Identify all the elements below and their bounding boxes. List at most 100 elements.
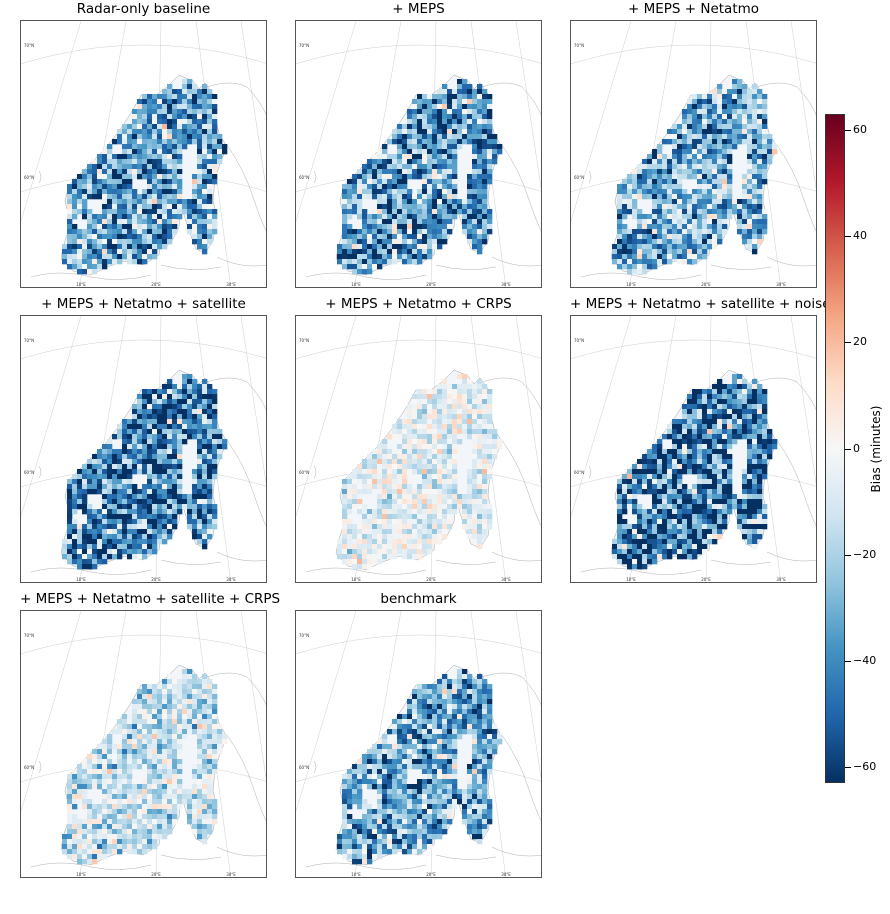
bias-cell <box>692 204 698 210</box>
bias-cell <box>737 394 743 400</box>
bias-cell <box>707 429 713 435</box>
bias-cell <box>162 519 168 525</box>
bias-cell <box>707 479 713 485</box>
bias-cell <box>97 489 103 495</box>
bias-cell <box>752 209 758 215</box>
bias-cell <box>432 534 438 540</box>
bias-cell <box>747 429 753 435</box>
bias-cell <box>117 549 123 555</box>
bias-cell <box>202 454 208 460</box>
bias-cell <box>187 374 193 380</box>
bias-cell <box>447 464 453 470</box>
bias-cell <box>112 259 118 265</box>
coastline <box>226 734 266 822</box>
bias-cell <box>162 384 168 390</box>
bias-cell <box>397 169 403 175</box>
bias-cell <box>187 669 193 675</box>
bias-cell <box>337 249 343 255</box>
bias-cell <box>422 389 428 395</box>
bias-cell <box>452 429 458 435</box>
bias-cell <box>652 219 658 225</box>
bias-cell <box>662 494 668 500</box>
bias-cell <box>167 479 173 485</box>
bias-cell <box>432 389 438 395</box>
bias-cell <box>742 219 748 225</box>
bias-cell <box>422 109 428 115</box>
bias-cell <box>407 544 413 550</box>
bias-cell <box>197 404 203 410</box>
bias-cell <box>647 484 653 490</box>
bias-cell <box>757 399 763 405</box>
bias-cell <box>472 399 478 405</box>
bias-cell <box>712 129 718 135</box>
bias-cell <box>372 184 378 190</box>
bias-cell <box>427 234 433 240</box>
bias-cell <box>472 214 478 220</box>
bias-cell <box>687 169 693 175</box>
bias-cell <box>727 494 733 500</box>
bias-cell <box>757 524 763 530</box>
bias-cell <box>162 684 168 690</box>
bias-cell <box>437 519 443 525</box>
bias-cell <box>647 224 653 230</box>
bias-cell <box>157 99 163 105</box>
bias-cell <box>722 189 728 195</box>
bias-cell <box>372 559 378 565</box>
bias-cell <box>747 124 753 130</box>
meridian-line <box>790 21 816 190</box>
bias-cell <box>677 464 683 470</box>
bias-cell <box>757 484 763 490</box>
bias-cell <box>97 254 103 260</box>
bias-cell <box>417 444 423 450</box>
bias-cell <box>472 209 478 215</box>
bias-cell <box>692 144 698 150</box>
bias-cell <box>162 124 168 130</box>
bias-cell <box>107 539 113 545</box>
bias-cell <box>637 234 643 240</box>
bias-cell <box>687 549 693 555</box>
longitude-tick-label: 10°E <box>626 577 636 582</box>
bias-cell <box>407 504 413 510</box>
bias-cell <box>412 539 418 545</box>
bias-cell <box>732 414 738 420</box>
bias-cell <box>407 159 413 165</box>
bias-cell <box>367 189 373 195</box>
bias-cell <box>197 149 203 155</box>
bias-cell <box>67 224 73 230</box>
bias-cell <box>162 144 168 150</box>
bias-cell <box>752 519 758 525</box>
bias-cell <box>367 489 373 495</box>
bias-cell <box>192 99 198 105</box>
bias-cell <box>97 264 103 270</box>
bias-cell <box>467 469 473 475</box>
bias-cell <box>672 524 678 530</box>
bias-cell <box>102 234 108 240</box>
bias-cell <box>727 154 733 160</box>
bias-cell <box>402 549 408 555</box>
bias-cell <box>407 109 413 115</box>
coastline <box>588 170 592 184</box>
bias-cell <box>87 264 93 270</box>
bias-cell <box>402 124 408 130</box>
bias-cell <box>402 424 408 430</box>
bias-cell <box>477 399 483 405</box>
bias-cell <box>157 119 163 125</box>
bias-cell <box>697 189 703 195</box>
bias-cell <box>192 219 198 225</box>
bias-cell <box>392 474 398 480</box>
bias-cell <box>167 134 173 140</box>
bias-cell <box>697 484 703 490</box>
bias-cell <box>117 509 123 515</box>
bias-cell <box>717 114 723 120</box>
bias-cell <box>437 494 443 500</box>
bias-cell <box>407 144 413 150</box>
bias-cell <box>207 469 213 475</box>
bias-cell <box>752 194 758 200</box>
bias-cell <box>127 239 133 245</box>
bias-cell <box>407 439 413 445</box>
bias-cell <box>482 194 488 200</box>
bias-cell <box>417 139 423 145</box>
bias-cell <box>422 229 428 235</box>
bias-cell <box>717 239 723 245</box>
bias-cell <box>442 404 448 410</box>
